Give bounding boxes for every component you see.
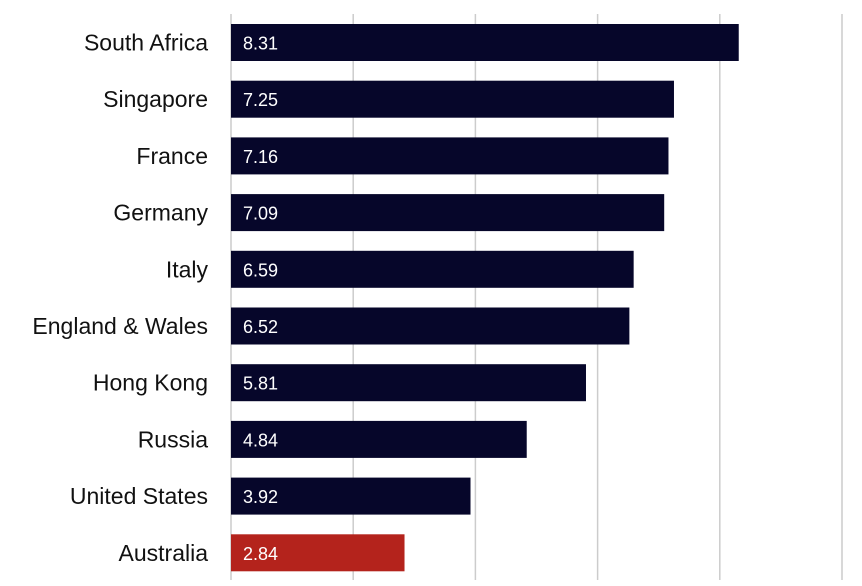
value-label: 3.92 (243, 487, 278, 507)
value-label: 2.84 (243, 544, 278, 564)
bar-south-africa (231, 24, 739, 61)
value-label: 6.59 (243, 260, 278, 280)
bar-france (231, 137, 669, 175)
bar-russia (231, 420, 527, 458)
category-label: South Africa (84, 30, 208, 56)
category-label: Singapore (103, 86, 208, 112)
category-label: Hong Kong (93, 370, 208, 396)
category-label: United States (70, 483, 208, 509)
bar-united-states (231, 477, 471, 515)
category-labels: South Africa Singapore France Germany Italy E… (32, 30, 208, 566)
bar-australia (231, 534, 405, 572)
value-label: 6.52 (243, 317, 278, 337)
category-label: Russia (138, 426, 209, 452)
bar-italy (231, 250, 634, 288)
value-label: 7.25 (243, 90, 278, 110)
category-label: Australia (119, 540, 209, 566)
value-label: 7.16 (243, 147, 278, 167)
value-labels: 8.31 7.25 7.16 7.09 6.59 6.52 5.81 4.84 3.92 2.84 (243, 34, 278, 564)
category-label: Germany (113, 200, 208, 226)
value-label: 7.09 (243, 204, 278, 224)
bar-hong-kong (231, 364, 586, 402)
bar-england-and-wales (231, 307, 630, 345)
category-label: England & Wales (32, 313, 208, 339)
value-label: 5.81 (243, 374, 278, 394)
category-label: France (136, 143, 208, 169)
bar-singapore (231, 80, 674, 118)
bars (231, 24, 739, 572)
bar-germany (231, 194, 665, 232)
category-label: Italy (166, 256, 209, 282)
value-label: 8.31 (243, 34, 278, 54)
value-label: 4.84 (243, 430, 278, 450)
